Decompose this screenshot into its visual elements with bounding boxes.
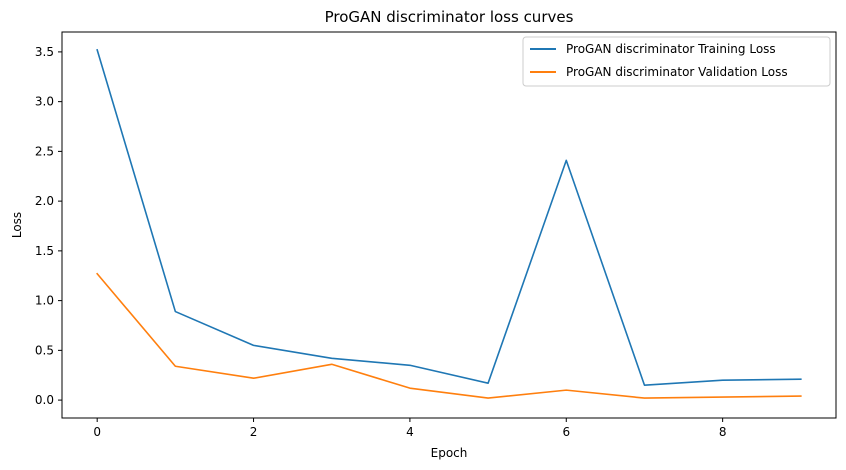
plot-area <box>61 31 837 419</box>
y-tick-label: 2.0 <box>35 194 54 208</box>
legend-label-validation: ProGAN discriminator Validation Loss <box>566 65 788 79</box>
y-tick-label: 1.5 <box>35 244 54 258</box>
legend: ProGAN discriminator Training Loss ProGA… <box>522 36 831 87</box>
y-axis: 0.0 0.5 1.0 1.5 2.0 2.5 3.0 3.5 <box>35 45 62 407</box>
y-tick-label: 0.0 <box>35 393 54 407</box>
x-tick-label: 8 <box>719 425 727 439</box>
y-tick-label: 1.0 <box>35 294 54 308</box>
y-tick-label: 3.0 <box>35 95 54 109</box>
x-tick-label: 6 <box>562 425 570 439</box>
x-tick-label: 4 <box>406 425 414 439</box>
x-axis: 0 2 4 6 8 <box>93 418 726 439</box>
x-tick-label: 0 <box>93 425 101 439</box>
x-axis-label: Epoch <box>431 446 468 460</box>
y-tick-label: 2.5 <box>35 144 54 158</box>
y-axis-label: Loss <box>10 212 24 238</box>
validation-loss-line <box>96 272 802 399</box>
legend-box <box>522 36 831 87</box>
training-loss-line <box>96 48 802 386</box>
y-tick-label: 0.5 <box>35 343 54 357</box>
legend-label-training: ProGAN discriminator Training Loss <box>566 42 776 56</box>
chart-title: ProGAN discriminator loss curves <box>325 8 574 26</box>
y-tick-label: 3.5 <box>35 45 54 59</box>
x-tick-label: 2 <box>250 425 258 439</box>
series-layer <box>96 48 802 399</box>
